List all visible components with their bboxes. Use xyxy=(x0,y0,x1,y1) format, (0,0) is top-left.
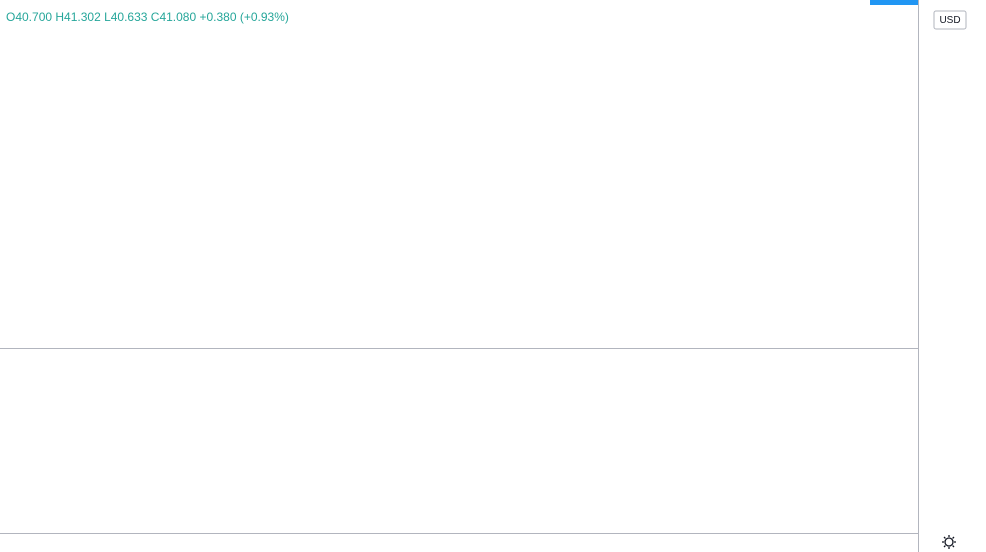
currency-badge[interactable] xyxy=(933,10,967,30)
ohlc-header: O40.700 H41.302 L40.633 C41.080 +0.380 (… xyxy=(6,10,289,24)
top-highlight xyxy=(870,0,918,5)
settings-icon[interactable] xyxy=(942,535,956,549)
currency-label: USD xyxy=(939,15,960,26)
